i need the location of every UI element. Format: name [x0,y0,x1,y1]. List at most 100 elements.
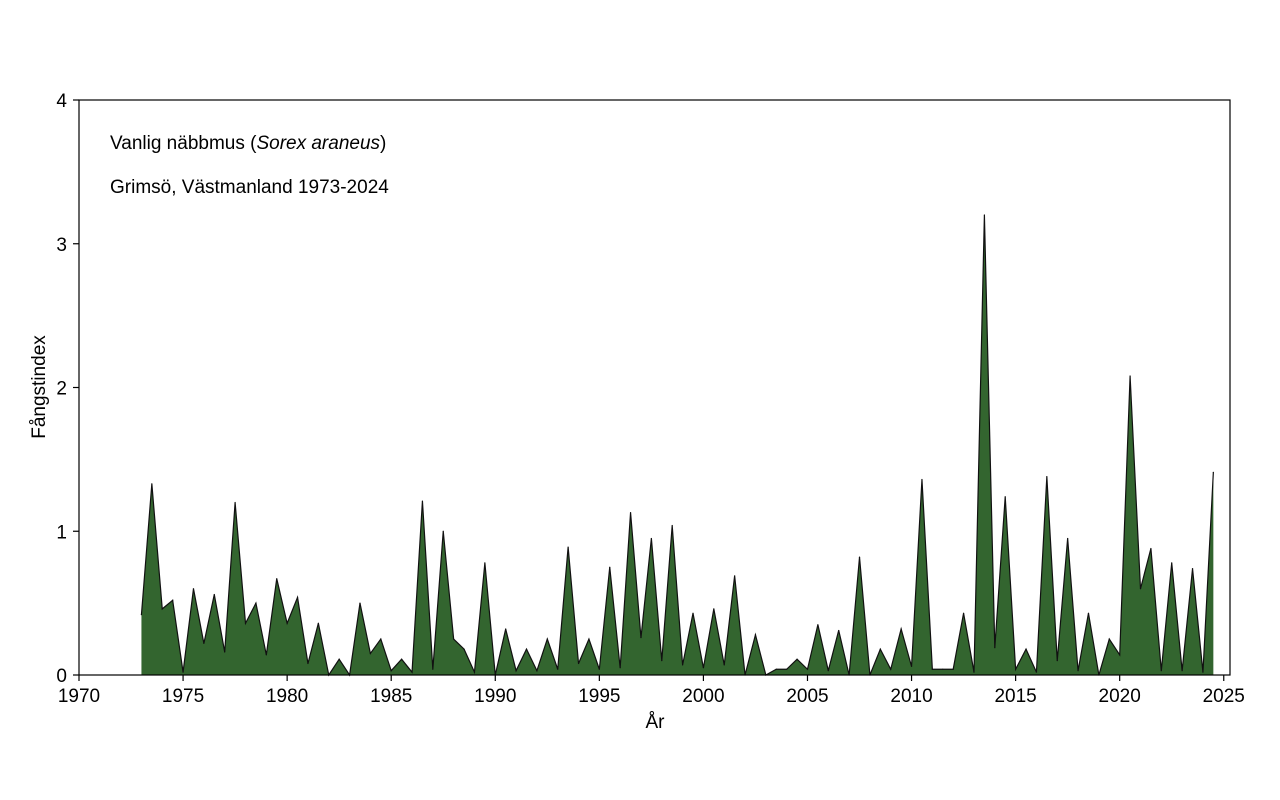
data-point [962,612,965,614]
data-point [1129,375,1131,377]
location-annotation: Grimsö, Västmanland 1973-2024 [110,177,389,198]
data-point [473,671,476,673]
y-tick-label: 1 [56,522,67,543]
data-point [525,648,528,650]
data-point [161,608,163,610]
data-point [307,662,309,665]
data-point [588,638,590,640]
y-tick-label: 0 [56,666,67,687]
species-close-paren: ) [380,133,386,154]
data-point [1139,588,1142,590]
data-point [786,668,788,670]
data-point [629,511,632,514]
data-point [432,668,434,670]
species-common-name: Vanlig näbbmus ( [110,133,257,154]
data-point [1004,496,1006,498]
series-area [141,215,1214,675]
data-point [994,647,996,649]
x-axis: 1970 1975 1980 1985 1990 1995 2000 2005 2010 2015… [58,675,1245,707]
data-point [536,670,538,672]
data-point [172,599,174,601]
data-point [577,662,580,665]
data-point [192,588,195,590]
x-axis-title: År [646,712,666,733]
y-axis: 0 1 2 3 4 [56,91,79,687]
x-tick-label: 2010 [890,686,932,707]
data-point [213,593,215,596]
data-point [1171,562,1173,564]
data-point [713,608,715,610]
data-point [817,624,819,626]
data-point [619,667,621,669]
data-point [515,670,517,672]
data-point [879,648,881,650]
data-point [484,562,486,564]
data-point [1191,568,1194,570]
data-point [692,612,694,614]
data-point [921,478,923,481]
species-annotation: Vanlig näbbmus (Sorex araneus) [110,133,386,154]
data-point [1108,638,1110,640]
y-tick-label: 3 [56,235,67,256]
x-tick-label: 1970 [58,686,100,707]
x-tick-label: 1980 [266,686,308,707]
data-point [1067,537,1069,540]
data-point [203,642,205,644]
data-point [557,668,559,670]
data-point [296,596,299,598]
data-point [1202,671,1204,673]
data-point [671,524,673,527]
data-point [317,622,319,624]
data-point [442,530,444,532]
data-point [380,638,382,640]
plot-area [140,214,1214,677]
data-point [1015,668,1017,670]
data-point [224,651,226,653]
data-point [609,566,611,568]
data-point [650,537,652,540]
data-point [942,668,944,670]
data-point [983,214,986,216]
data-point [702,667,705,669]
data-point [796,658,798,660]
data-point [1025,648,1027,650]
data-point [973,671,975,673]
data-point [858,556,861,558]
x-tick-label: 1990 [474,686,516,707]
data-point [390,670,392,672]
data-point [411,671,413,673]
y-tick-label: 2 [56,379,67,400]
x-tick-label: 2000 [682,686,724,707]
data-point [952,668,954,670]
data-point [754,634,757,636]
x-tick-label: 1985 [370,686,412,707]
data-point [1035,671,1038,673]
data-point [463,648,465,650]
y-axis-title: Fångstindex [29,335,50,439]
x-tick-label: 1995 [578,686,620,707]
y-tick-label: 4 [56,91,67,112]
data-point [505,628,507,630]
data-point [1212,471,1214,473]
data-point [734,575,736,577]
data-point [401,658,403,660]
data-point [338,658,340,660]
data-point [286,622,288,624]
data-point [182,671,184,673]
data-point [151,483,153,485]
data-point [900,628,902,630]
data-point [598,668,600,670]
data-point [453,638,455,640]
x-tick-label: 2025 [1203,686,1245,707]
data-point [775,668,777,670]
data-point [723,664,725,666]
data-point [265,654,267,656]
data-point [1181,670,1183,672]
data-point [369,652,371,655]
series-line [140,214,1214,677]
data-point [359,602,361,604]
data-point [276,578,278,580]
x-tick-label: 1975 [162,686,204,707]
data-point [910,665,913,667]
